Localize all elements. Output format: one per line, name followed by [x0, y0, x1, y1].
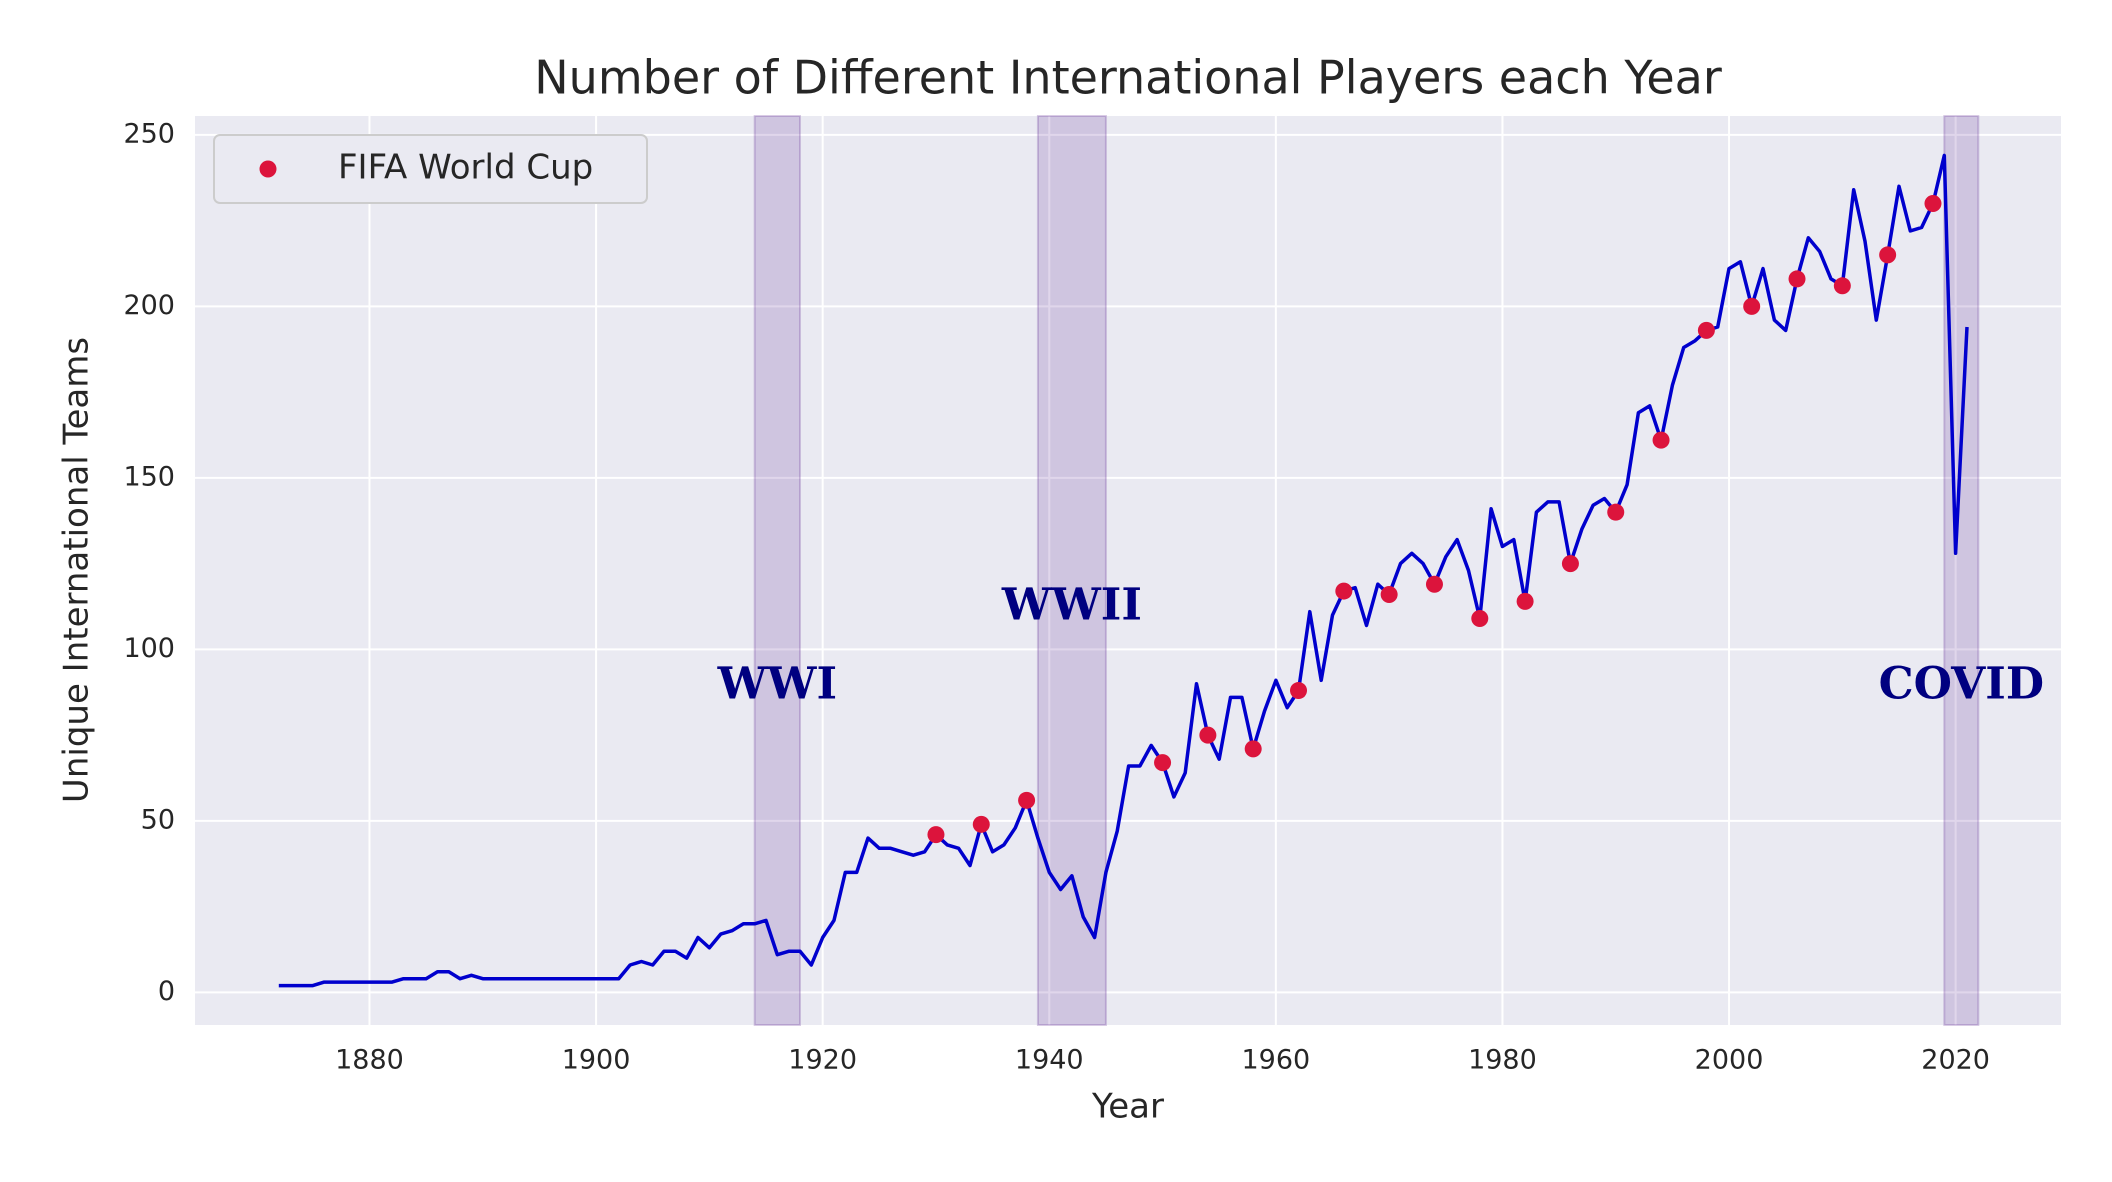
data-point [1018, 791, 1036, 809]
x-tick-label: 2020 [1921, 1045, 1990, 1076]
y-tick-label: 50 [141, 804, 175, 835]
plot-layer: WWI WWII COVID [195, 115, 2061, 1026]
x-tick-label: 1980 [1468, 1045, 1537, 1076]
data-point [1607, 503, 1625, 521]
data-point [1924, 194, 1942, 212]
legend-label: FIFA World Cup [338, 148, 593, 188]
data-point [1697, 321, 1715, 339]
data-point [1561, 555, 1579, 573]
y-tick-label: 200 [123, 290, 175, 321]
y-tick-label: 0 [158, 976, 175, 1007]
shaded-span [753, 115, 802, 1026]
data-point [927, 826, 945, 844]
x-tick-label: 1940 [1015, 1045, 1084, 1076]
span-label: WWII [1001, 580, 1142, 631]
x-tick-label: 2000 [1695, 1045, 1764, 1076]
data-point [1380, 586, 1398, 604]
shaded-span [1036, 115, 1107, 1026]
x-axis-label: Year [1091, 1087, 1164, 1127]
shaded-span [1943, 115, 1980, 1026]
x-tick-label: 1880 [335, 1045, 404, 1076]
y-tick-label: 250 [123, 118, 175, 149]
x-tick-label: 1900 [562, 1045, 631, 1076]
data-point [1652, 431, 1670, 449]
data-point [1154, 754, 1172, 772]
data-point [1290, 682, 1308, 700]
data-point [1833, 277, 1851, 295]
data-point [1743, 297, 1761, 315]
x-tick-label: 1920 [788, 1045, 857, 1076]
data-point [972, 815, 990, 833]
data-point [1425, 575, 1443, 593]
y-tick-label: 150 [123, 461, 175, 492]
data-point [1788, 270, 1806, 288]
y-axis-label: Unique International Teams [57, 337, 97, 803]
data-point [1516, 592, 1534, 610]
data-point [1335, 582, 1353, 600]
x-tick-label: 1960 [1241, 1045, 1310, 1076]
legend-box [213, 134, 648, 204]
legend-marker [259, 160, 277, 178]
span-label: COVID [1879, 659, 2044, 710]
chart-title: Number of Different International Player… [534, 51, 1722, 105]
y-tick-label: 100 [123, 633, 175, 664]
data-point [1244, 740, 1262, 758]
data-point [1879, 246, 1897, 264]
data-point [1471, 610, 1489, 628]
data-line [278, 153, 1969, 988]
plot-area [195, 116, 2061, 1025]
span-label: WWI [717, 659, 837, 710]
data-point [1199, 726, 1217, 744]
